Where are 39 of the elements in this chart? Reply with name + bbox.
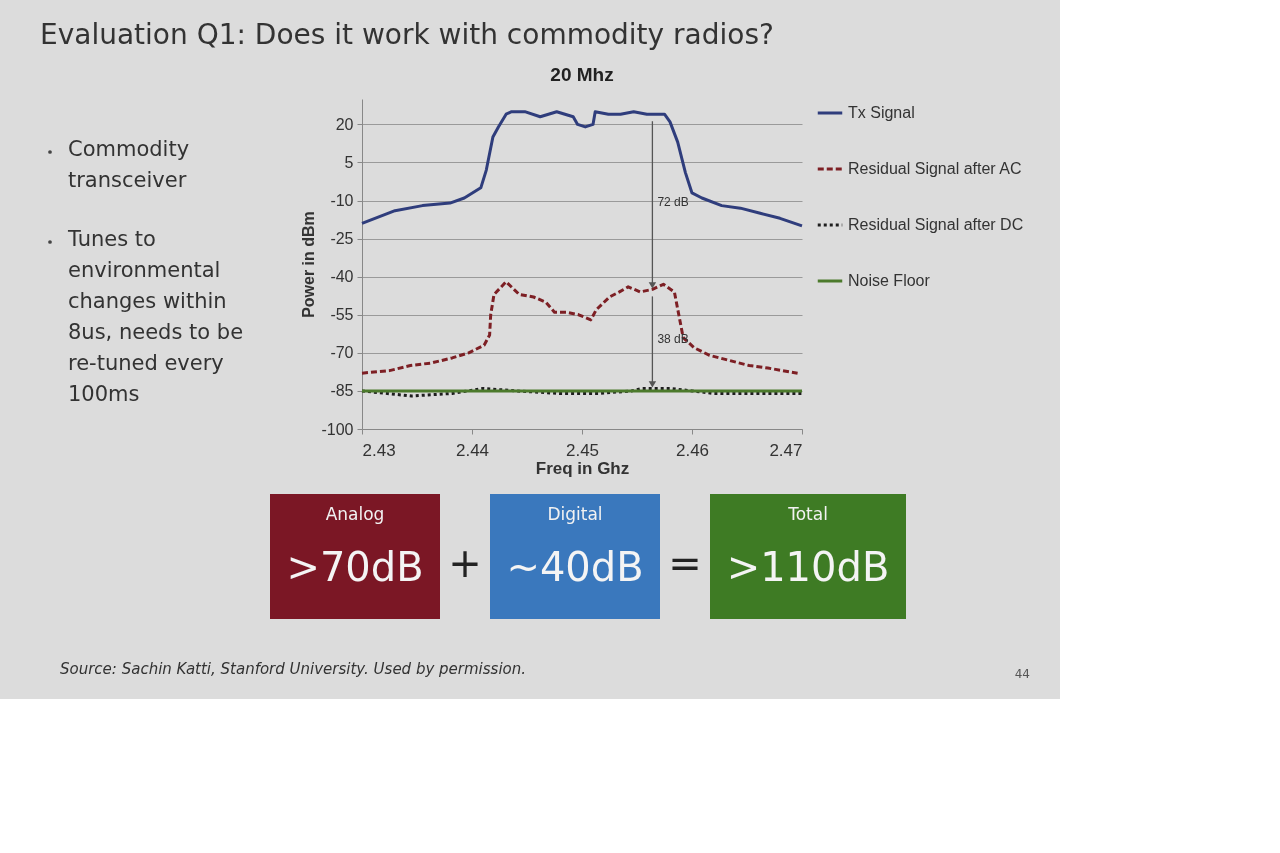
text: 44 (1014, 667, 1030, 681)
line-series (360, 386, 804, 398)
y-tick-label: -25 (330, 230, 354, 248)
y-tick-label: 20 (335, 115, 354, 133)
y-tick-label: -10 (330, 192, 354, 210)
legend-label: Residual Signal after AC (848, 160, 1022, 177)
x-axis-title: Freq in Ghz (535, 458, 630, 478)
annotation: 38 dB (657, 331, 689, 346)
x-tick-label: 2.45 (565, 440, 600, 460)
text: Tunes to environmental changes within 8us, needs to be re-tuned every 100ms (67, 227, 244, 406)
annotation: 72 dB (657, 194, 689, 209)
text: + (448, 540, 482, 586)
text: Commodity transceiver (68, 137, 190, 192)
y-tick-label: -70 (330, 344, 354, 362)
text: Total (787, 504, 828, 524)
x-tick-label: 2.46 (675, 440, 710, 460)
y-axis-title: Power in dBm (300, 211, 318, 318)
text: Evaluation Q1: Does it work with commodity radios? (40, 18, 774, 51)
y-tick-label: -100 (321, 420, 354, 438)
text: = (668, 540, 702, 586)
y-tick-label: -85 (330, 382, 354, 400)
line-series (360, 110, 804, 228)
y-tick-label: 5 (344, 153, 354, 171)
x-tick-label: 2.43 (362, 440, 396, 460)
source-note: Source: Sachin Katti, Stanford University. Used by permission. (60, 660, 527, 678)
legend-label: Noise Floor (848, 272, 931, 289)
legend-label: Residual Signal after DC (848, 216, 1024, 233)
text: Digital (547, 504, 603, 524)
chart-title: 20 Mhz (550, 64, 614, 85)
line-series (360, 280, 800, 375)
text: >70dB (286, 544, 424, 590)
x-tick-label: 2.44 (455, 440, 490, 460)
legend-label: Tx Signal (848, 104, 915, 121)
text: Analog (325, 504, 385, 524)
y-tick-label: -40 (330, 268, 354, 286)
text: ~40dB (506, 544, 644, 590)
x-tick-label: 2.47 (769, 440, 803, 460)
y-tick-label: -55 (330, 306, 354, 324)
text: >110dB (726, 544, 890, 590)
